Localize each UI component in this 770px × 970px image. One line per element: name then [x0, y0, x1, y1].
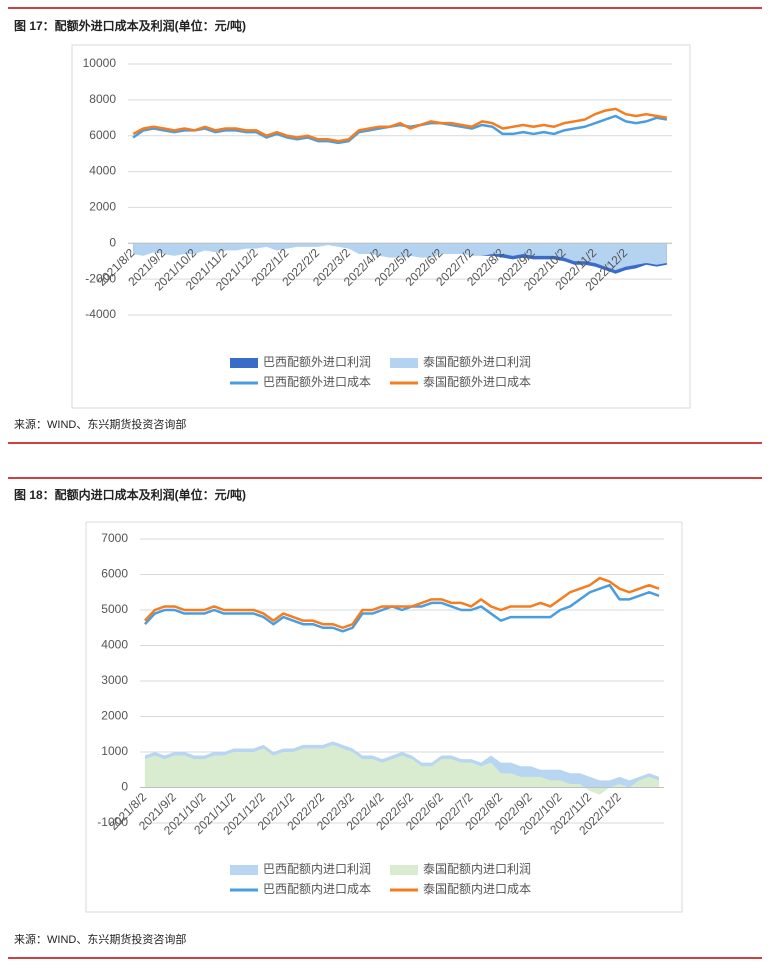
y-tick-label: 4000: [89, 164, 116, 178]
profit-area: [133, 243, 667, 271]
cost-line: [144, 583, 660, 633]
y-tick-label: 10000: [83, 56, 117, 70]
legend-label: 泰国配额外进口成本: [423, 375, 531, 389]
chart-frame: [85, 521, 683, 913]
legend-swatch: [390, 358, 418, 368]
figure-caption: 图 18：配额内进口成本及利润(单位：元/吨): [14, 487, 246, 502]
legend-label: 泰国配额内进口利润: [423, 862, 531, 876]
legend-label: 巴西配额外进口成本: [263, 375, 371, 389]
figure-caption: 图 17：配额外进口成本及利润(单位：元/吨): [14, 18, 246, 33]
y-tick-label: 0: [121, 780, 128, 794]
y-tick-label: 7000: [101, 531, 128, 545]
y-tick-label: 6000: [89, 128, 116, 142]
y-tick-label: 8000: [89, 92, 116, 106]
legend-label: 泰国配额内进口成本: [423, 882, 531, 896]
y-tick-label: 3000: [101, 673, 128, 687]
y-tick-label: 0: [109, 235, 116, 249]
legend-swatch: [390, 865, 418, 875]
y-tick-label: -1000: [97, 815, 128, 829]
profit-area: [144, 744, 660, 795]
y-tick-label: 2000: [101, 709, 128, 723]
y-tick-label: -4000: [85, 307, 116, 321]
source-note: 来源：WIND、东兴期货投资咨询部: [14, 417, 186, 431]
legend-label: 巴西配额内进口成本: [263, 882, 371, 896]
legend-swatch: [230, 865, 258, 875]
legend-label: 巴西配额外进口利润: [263, 355, 371, 369]
legend-label: 巴西配额内进口利润: [263, 862, 371, 876]
source-note: 来源：WIND、东兴期货投资咨询部: [14, 932, 186, 946]
y-tick-label: 2000: [89, 200, 116, 214]
y-tick-label: 1000: [101, 744, 128, 758]
y-tick-label: 4000: [101, 638, 128, 652]
y-tick-label: 5000: [101, 602, 128, 616]
cost-line: [144, 576, 660, 629]
cost-line: [132, 114, 668, 145]
legend-label: 泰国配额外进口利润: [423, 355, 531, 369]
chart-frame: [71, 44, 691, 409]
y-tick-label: 6000: [101, 567, 128, 581]
y-tick-label: -2000: [85, 271, 116, 285]
legend-swatch: [230, 358, 258, 368]
cost-line: [132, 107, 668, 143]
